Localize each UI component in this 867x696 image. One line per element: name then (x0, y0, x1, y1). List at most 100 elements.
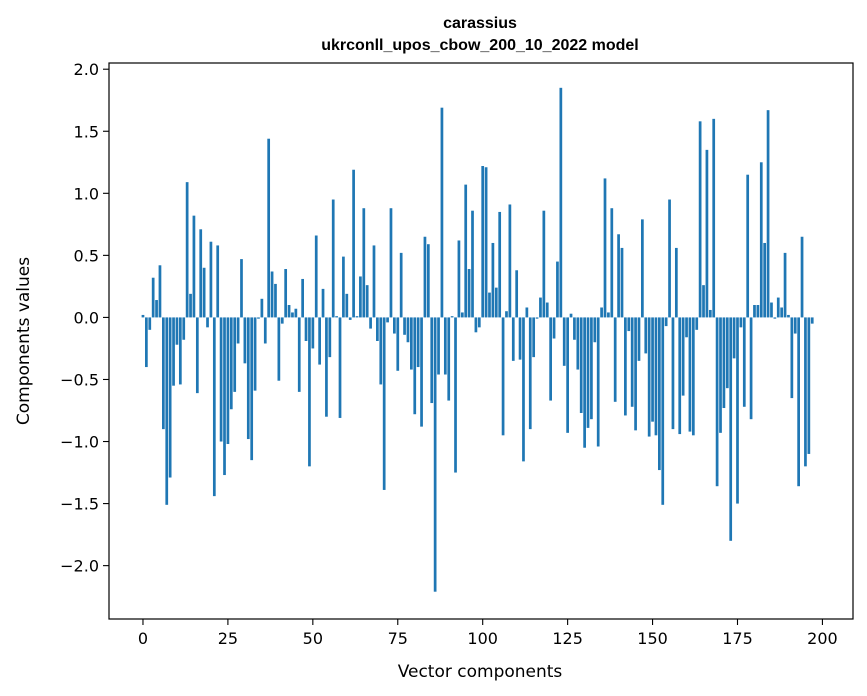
bar (301, 278, 304, 318)
bar (661, 317, 665, 505)
bar (182, 317, 186, 340)
bar (508, 204, 512, 318)
bar (464, 184, 468, 318)
bar (386, 317, 389, 323)
bar (369, 317, 372, 329)
bar (287, 305, 291, 318)
bar (783, 252, 787, 318)
bar (658, 317, 661, 471)
bar (342, 256, 345, 318)
bar (399, 252, 403, 318)
bar (766, 110, 770, 318)
bar (219, 317, 223, 442)
bar (725, 317, 729, 389)
bar (257, 317, 260, 319)
bar (372, 245, 376, 318)
bar (573, 317, 576, 340)
bar (393, 317, 396, 334)
x-tick-label: 100 (467, 629, 498, 648)
bar (566, 317, 569, 433)
x-tick-label: 175 (722, 629, 753, 648)
bar (810, 317, 814, 324)
bar (535, 317, 539, 319)
y-tick-label: −0.5 (60, 370, 99, 389)
bar (668, 199, 671, 318)
bar (593, 317, 597, 343)
x-tick-label: 0 (138, 629, 148, 648)
bar (522, 317, 525, 462)
bar (148, 317, 152, 330)
y-tick-label: 1.0 (74, 184, 99, 203)
bar (145, 317, 148, 368)
y-tick-label: −1.5 (60, 495, 99, 514)
bar (804, 317, 807, 467)
bar (610, 208, 614, 318)
bar (749, 317, 753, 420)
bar (291, 312, 294, 318)
bar (202, 267, 206, 318)
bar (671, 317, 675, 430)
bar (175, 317, 179, 345)
bar (151, 277, 155, 318)
bar (719, 317, 722, 433)
bar (739, 317, 743, 328)
bar (678, 317, 682, 435)
bar (433, 317, 437, 592)
x-axis-ticks: 0 25 50 75 100 125 150 175 200 (138, 619, 838, 648)
bar (413, 317, 417, 415)
bar (576, 317, 580, 370)
bar (267, 138, 271, 318)
bar (440, 107, 444, 318)
bar (243, 317, 247, 364)
bar (759, 162, 763, 318)
bar (634, 317, 637, 431)
bar (376, 317, 379, 341)
x-tick-label: 75 (388, 629, 408, 648)
bar (212, 317, 216, 497)
bar (559, 87, 563, 318)
bar (793, 317, 797, 334)
y-axis-label: Components values (14, 257, 34, 425)
bar (447, 317, 451, 401)
bar (620, 247, 624, 318)
bar (284, 269, 288, 318)
bar (624, 317, 627, 416)
y-tick-label: 1.5 (74, 122, 99, 141)
bar (382, 317, 386, 490)
bar (403, 317, 406, 335)
bar (722, 317, 726, 409)
bar (359, 276, 362, 318)
bar (226, 317, 230, 445)
bar (345, 293, 349, 318)
bar (715, 317, 719, 487)
bar (491, 242, 495, 318)
bar (617, 234, 620, 318)
bar (691, 317, 695, 436)
bar (488, 292, 491, 318)
bar (552, 317, 556, 339)
bar (192, 215, 196, 318)
bar (474, 317, 478, 333)
bar (736, 317, 739, 504)
bar (338, 317, 342, 418)
bar (644, 317, 648, 354)
bar (223, 317, 226, 476)
bar (556, 261, 559, 318)
bar (790, 317, 794, 399)
bar (756, 305, 760, 318)
bar (586, 317, 590, 428)
bar (236, 317, 240, 344)
bar (331, 199, 335, 318)
bar (430, 317, 434, 404)
bar (297, 317, 301, 392)
bar (641, 219, 644, 318)
bar (600, 307, 603, 318)
bar (528, 317, 532, 430)
bar (688, 317, 692, 432)
bar (253, 317, 257, 391)
bar (420, 317, 423, 427)
bar (314, 235, 318, 318)
bar (494, 287, 498, 318)
x-tick-label: 50 (303, 629, 323, 648)
bar (379, 317, 383, 385)
